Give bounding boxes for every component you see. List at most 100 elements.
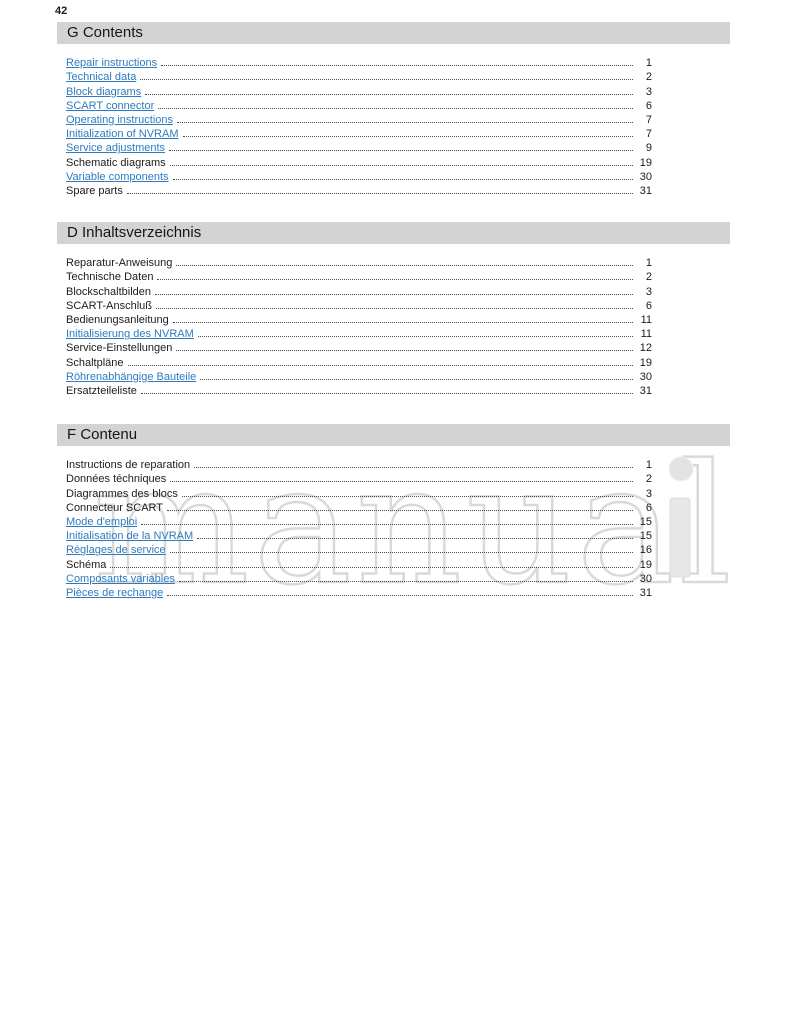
toc-row: Diagrammes des blocs 3	[66, 485, 652, 500]
toc-item-link[interactable]: Variable components	[66, 170, 169, 183]
toc-item-label: Reparatur-Anweisung	[66, 257, 173, 270]
dotted-leader	[177, 121, 633, 123]
toc-row: Spare parts 31	[66, 183, 652, 197]
dotted-leader	[170, 481, 633, 483]
toc-page-number: 7	[645, 113, 652, 126]
toc-item-link[interactable]: Repair instructions	[66, 57, 158, 70]
toc-item-link[interactable]: Röhrenabhängige Bauteile	[66, 370, 197, 383]
dotted-leader	[197, 538, 633, 540]
toc-page-number: 31	[639, 586, 652, 599]
toc-row: Réglages de service 16	[66, 542, 652, 556]
toc-page-number: 1	[645, 257, 652, 270]
toc-page-number: 3	[645, 85, 652, 98]
toc-section-english: G Contents Repair instructions 1 Technic…	[57, 22, 730, 197]
toc-row: Repair instructions 1	[66, 55, 652, 69]
toc-row: Block diagrams 3	[66, 83, 652, 98]
toc-list: Repair instructions 1 Technical data 2 B…	[66, 55, 652, 197]
toc-item-link[interactable]: Initialisierung des NVRAM	[66, 328, 194, 341]
toc-item-link[interactable]: Block diagrams	[66, 85, 142, 98]
dotted-leader	[172, 321, 633, 323]
toc-item-link[interactable]: Initialization of NVRAM	[66, 128, 179, 141]
dotted-leader	[172, 178, 633, 180]
dotted-leader	[197, 336, 633, 338]
toc-item-label: Données téchniques	[66, 473, 167, 486]
toc-row: Instructions de reparation 1	[66, 457, 652, 471]
dotted-leader	[194, 467, 633, 469]
toc-item-label: Ersatzteileliste	[66, 384, 137, 397]
toc-page-number: 3	[645, 285, 652, 298]
toc-item-link[interactable]: Technical data	[66, 71, 137, 84]
toc-item-label: Spare parts	[66, 184, 123, 197]
toc-row: Service-Einstellungen 12	[66, 340, 652, 354]
toc-page-number: 6	[645, 299, 652, 312]
toc-row: Technical data 2	[66, 69, 652, 83]
toc-item-link[interactable]: Operating instructions	[66, 113, 173, 126]
toc-page-number: 31	[639, 384, 652, 397]
toc-row: Connecteur SCART 6	[66, 500, 652, 514]
toc-row: Blockschaltbilden 3	[66, 283, 652, 298]
toc-page-number: 15	[639, 515, 652, 528]
toc-page-number: 1	[645, 459, 652, 472]
toc-page-number: 30	[639, 170, 652, 183]
toc-row: Operating instructions 7	[66, 112, 652, 126]
toc-row: SCART connector 6	[66, 98, 652, 112]
toc-row: Initialisierung des NVRAM 11	[66, 326, 652, 340]
toc-page-number: 30	[639, 572, 652, 585]
toc-section-french: F Contenu Instructions de reparation 1 D…	[57, 424, 730, 599]
dotted-leader	[182, 136, 633, 138]
dotted-leader	[158, 107, 633, 109]
dotted-leader	[178, 580, 633, 582]
toc-row: Schaltpläne 19	[66, 354, 652, 369]
dotted-leader	[126, 192, 633, 194]
toc-item-label: SCART-Anschluß	[66, 299, 152, 312]
toc-item-link[interactable]: SCART connector	[66, 99, 155, 112]
toc-item-label: Diagrammes des blocs	[66, 487, 178, 500]
toc-page-number: 31	[639, 184, 652, 197]
toc-row: Mode d'emploi 15	[66, 514, 652, 528]
toc-item-label: Service-Einstellungen	[66, 342, 173, 355]
dotted-leader	[155, 293, 633, 295]
toc-page-number: 2	[645, 271, 652, 284]
toc-row: Pièces de rechange 31	[66, 585, 652, 599]
dotted-leader	[157, 279, 633, 281]
dotted-leader	[140, 392, 633, 394]
toc-page-number: 1	[645, 57, 652, 70]
toc-row: Reparatur-Anweisung 1	[66, 255, 652, 269]
dotted-leader	[140, 79, 633, 81]
toc-page-number: 9	[645, 142, 652, 155]
toc-item-label: Technische Daten	[66, 271, 154, 284]
toc-item-link[interactable]: Composants variables	[66, 572, 175, 585]
toc-item-link[interactable]: Mode d'emploi	[66, 515, 138, 528]
section-header: G Contents	[57, 22, 730, 44]
toc-row: Données téchniques 2	[66, 471, 652, 485]
dotted-leader	[127, 364, 633, 366]
toc-item-link[interactable]: Pièces de rechange	[66, 586, 164, 599]
page-number: 42	[55, 5, 68, 17]
toc-item-link[interactable]: Initialisation de la NVRAM	[66, 530, 194, 543]
toc-page-number: 19	[639, 156, 652, 169]
dotted-leader	[110, 566, 633, 568]
dotted-leader	[169, 164, 633, 166]
toc-page-number: 2	[645, 473, 652, 486]
section-title: F Contenu	[67, 426, 138, 443]
dotted-leader	[161, 65, 633, 67]
dotted-leader	[176, 265, 633, 267]
toc-page-number: 30	[639, 370, 652, 383]
toc-item-link[interactable]: Service adjustments	[66, 142, 166, 155]
toc-page-number: 11	[640, 313, 652, 326]
toc-page-number: 19	[639, 558, 652, 571]
toc-row: Variable components 30	[66, 169, 652, 183]
dotted-leader	[145, 93, 633, 95]
toc-row: SCART-Anschluß 6	[66, 298, 652, 312]
toc-page-number: 6	[645, 99, 652, 112]
toc-item-label: Schematic diagrams	[66, 156, 166, 169]
toc-row: Service adjustments 9	[66, 140, 652, 154]
toc-row: Ersatzteileliste 31	[66, 383, 652, 397]
dotted-leader	[167, 594, 633, 596]
toc-item-label: Schéma	[66, 558, 107, 571]
section-title: G Contents	[67, 24, 143, 41]
toc-item-link[interactable]: Réglages de service	[66, 544, 166, 557]
toc-item-label: Connecteur SCART	[66, 501, 164, 514]
dotted-leader	[167, 509, 633, 511]
